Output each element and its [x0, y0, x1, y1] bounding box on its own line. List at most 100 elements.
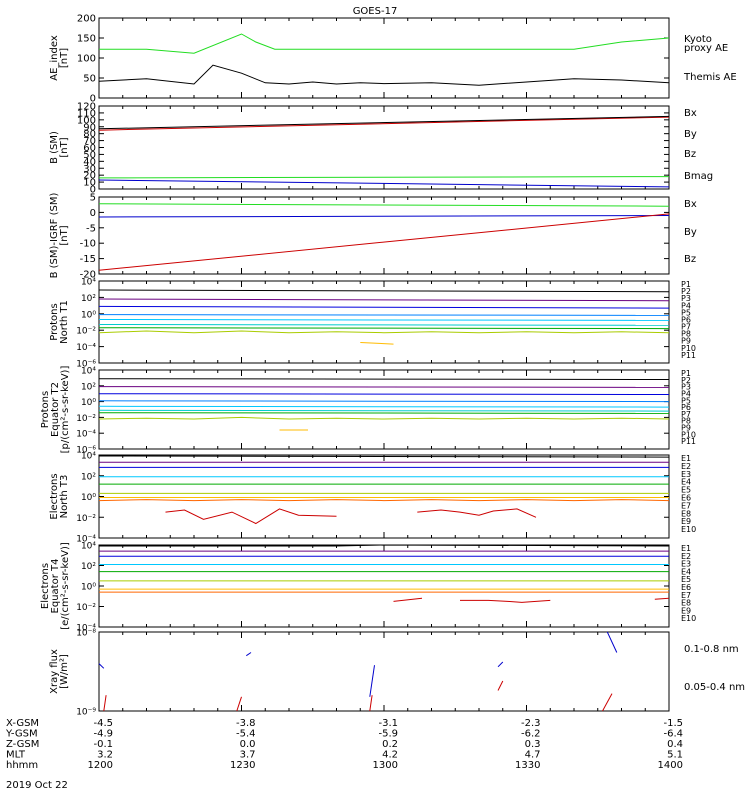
y-tick-label: 200	[77, 14, 96, 25]
y-tick-label: 10⁴	[81, 452, 96, 462]
panel-3: -20 -15 -10 -5 0 5 B (SM)-IGRF (SM) [nT] Bx By Bz	[49, 193, 697, 281]
panel-8: 10⁻⁹ 10⁻⁸ Xray flux [W/m²] 0.1-0.8 nm 0.05-0.…	[49, 629, 745, 718]
y-axis-label: Equator T2	[50, 382, 61, 437]
channel-label: P8	[681, 330, 691, 339]
series-line	[654, 597, 670, 600]
y-tick-label: 40	[83, 157, 96, 168]
y-tick-label: 0	[90, 208, 96, 219]
series-line	[98, 409, 670, 412]
y-tick-label: 10⁴	[81, 542, 96, 552]
axis-row-value: 3.2	[97, 750, 113, 761]
y-axis-label: Electrons	[40, 563, 51, 609]
y-tick-label: -10	[80, 239, 96, 250]
channel-label: E6	[681, 583, 691, 592]
y-axis-label: Equator T4	[50, 559, 61, 614]
channel-label: E6	[681, 494, 691, 503]
axis-row-value: -0.1	[93, 739, 113, 750]
series-legend-label: 0.1-0.8 nm	[684, 644, 739, 655]
axis-row-value: 3.7	[240, 750, 256, 761]
channel-label: P5	[681, 396, 691, 405]
y-axis-label: [nT]	[59, 137, 70, 157]
y-axis-label: AE_index	[49, 35, 60, 81]
series-line	[417, 508, 537, 518]
y-axis-label: Xray flux	[49, 649, 60, 694]
plot-title: GOES-17	[353, 6, 398, 17]
channel-label: P6	[681, 403, 691, 412]
series-line	[98, 378, 670, 380]
channel-label: P4	[681, 389, 691, 398]
y-axis-label: Protons	[49, 303, 60, 340]
channel-label: P3	[681, 383, 691, 392]
y-tick-label: 10⁻²	[76, 414, 96, 424]
channel-label: E7	[681, 501, 691, 510]
series-line	[98, 213, 670, 271]
series-line	[98, 499, 670, 502]
y-axis-label: B (SM)	[49, 131, 60, 164]
y-tick-label: 50	[83, 150, 96, 161]
axis-row-value: 5.1	[667, 750, 683, 761]
axis-row-label: X-GSM	[6, 718, 39, 729]
axis-row-value: -1.5	[663, 718, 683, 729]
axis-row-value: 1200	[88, 760, 113, 771]
y-tick-label: -20	[80, 270, 96, 281]
series-line	[98, 663, 105, 669]
channel-label: P7	[681, 410, 691, 419]
channel-label: E4	[681, 567, 691, 576]
channel-label: E1	[681, 454, 691, 463]
axis-row-value: 0.2	[382, 739, 398, 750]
series-line	[460, 599, 551, 603]
series-legend-label: By	[684, 129, 697, 140]
series-line	[98, 64, 670, 86]
series-line	[497, 661, 504, 668]
series-line	[602, 693, 613, 712]
series-line	[98, 330, 670, 334]
axis-row-value: 1300	[373, 760, 398, 771]
series-line	[98, 393, 670, 395]
series-line	[98, 386, 670, 388]
axis-row-value: -5.4	[236, 729, 256, 740]
y-tick-label: 10⁰	[81, 398, 96, 408]
axis-row-value: -6.4	[663, 729, 683, 740]
axis-row-value: -2.3	[521, 718, 541, 729]
panel-frame	[98, 196, 670, 275]
series-line	[98, 319, 670, 321]
channel-label: E3	[681, 470, 691, 479]
y-tick-label: 50	[83, 74, 96, 85]
y-axis-label: North T1	[59, 300, 70, 344]
series-line	[103, 695, 107, 712]
y-tick-label: 100	[77, 115, 96, 126]
y-tick-label: 10⁻⁶	[76, 360, 96, 370]
panel-frame	[98, 17, 670, 99]
series-legend-label: Bz	[684, 149, 696, 160]
series-legend-label: Bx	[684, 108, 697, 119]
channel-label: E10	[681, 614, 696, 623]
axis-row-value: 0.4	[667, 739, 683, 750]
channel-label: E7	[681, 591, 691, 600]
channel-label: P1	[681, 280, 691, 289]
channel-label: P7	[681, 323, 691, 332]
y-axis-label: [nT]	[59, 225, 70, 245]
panel-frame	[98, 544, 670, 628]
y-tick-label: 10²	[81, 472, 96, 482]
panel-frame	[98, 369, 670, 450]
channel-label: P10	[681, 430, 696, 439]
series-line	[246, 652, 252, 657]
series-line	[98, 203, 670, 207]
y-tick-label: 20	[83, 171, 96, 182]
y-tick-label: 10²	[81, 382, 96, 392]
y-tick-label: 10⁴	[81, 278, 96, 288]
y-axis-label: North T3	[59, 475, 70, 519]
y-tick-label: 70	[83, 136, 96, 147]
axis-row-value: -5.9	[378, 729, 398, 740]
axis-row-value: -4.5	[93, 718, 113, 729]
channel-label: P2	[681, 376, 691, 385]
y-tick-label: 10⁻⁴	[76, 535, 96, 545]
y-tick-label: 10⁰	[81, 310, 96, 320]
channel-label: P9	[681, 337, 691, 346]
y-tick-label: 100	[77, 54, 96, 65]
channel-label: E2	[681, 552, 691, 561]
axis-row-value: 4.7	[525, 750, 541, 761]
series-line	[98, 455, 670, 458]
